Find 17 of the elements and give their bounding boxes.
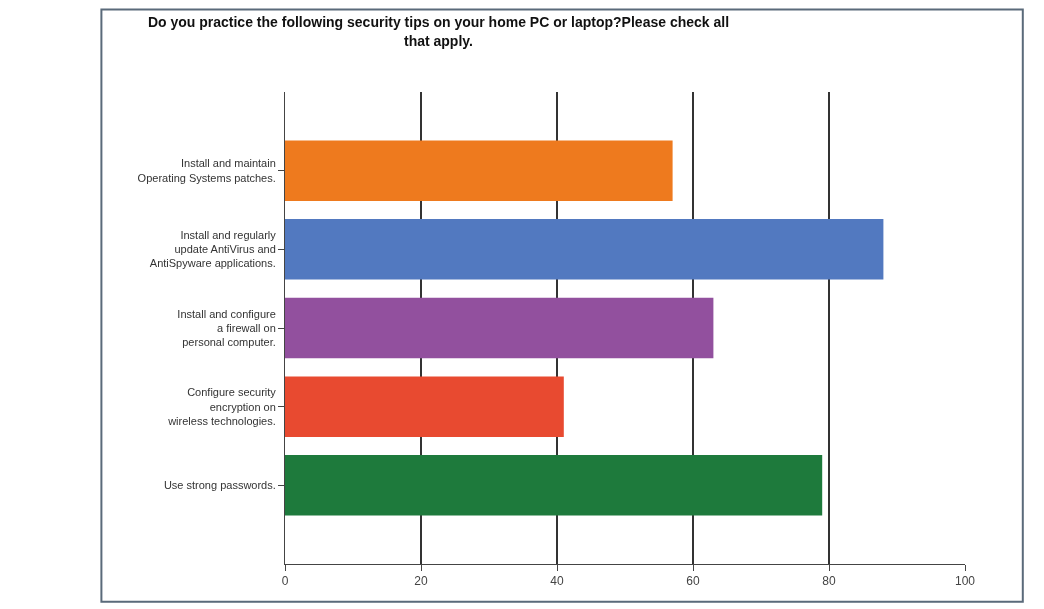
bar xyxy=(285,455,823,516)
chart-title: Do you practice the following security tips on your home PC or laptop?Please check all that apply. xyxy=(147,14,730,49)
y-tick-label: Install and configure a firewall on personal computer. xyxy=(177,307,276,349)
bar xyxy=(285,297,714,359)
bar xyxy=(285,140,673,201)
x-tick-label: 20 xyxy=(414,574,428,589)
x-tick-label: 60 xyxy=(686,574,700,589)
bar xyxy=(285,219,884,280)
x-tick-label: 100 xyxy=(954,574,976,589)
x-tick-label: 40 xyxy=(550,574,564,589)
y-tick-label: Install and regularly update AntiVirus and AntiSpyware applications. xyxy=(149,228,277,270)
y-tick-label: Configure security encryption on wireless technologies. xyxy=(167,386,277,427)
y-tick-label: Use strong passwords. xyxy=(163,479,276,492)
x-tick-label: 0 xyxy=(281,574,289,589)
bar xyxy=(285,376,564,437)
x-tick-label: 80 xyxy=(822,574,836,589)
y-tick-label: Install and maintain Operating Systems patches. xyxy=(137,157,276,184)
